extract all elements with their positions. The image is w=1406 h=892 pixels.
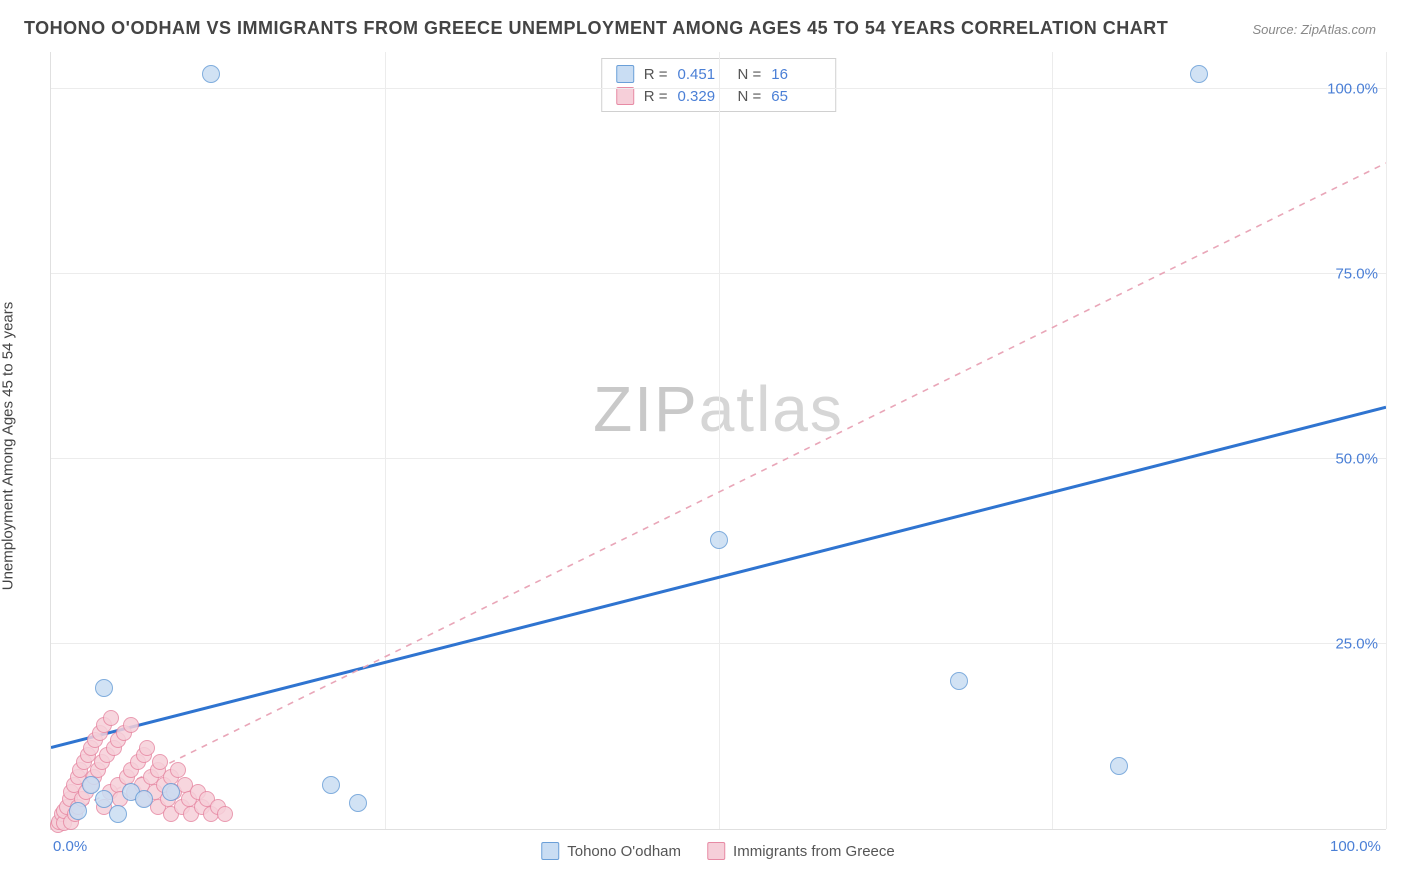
y-axis-label: Unemployment Among Ages 45 to 54 years [0,302,17,591]
scatter-point [170,762,186,778]
y-tick-label: 75.0% [1335,266,1378,283]
scatter-point [349,794,367,812]
scatter-point [710,531,728,549]
plot-area: ZIPatlas R = 0.451 N = 16 R = 0.329 N = 65 25.0… [50,52,1386,830]
series-legend: Tohono O'odham Immigrants from Greece [541,842,895,860]
scatter-point [217,806,233,822]
series-legend-item: Tohono O'odham [541,842,681,860]
r-label: R = [644,66,668,83]
scatter-point [82,776,100,794]
chart-title: TOHONO O'ODHAM VS IMMIGRANTS FROM GREECE… [24,18,1168,39]
scatter-point [202,65,220,83]
y-tick-label: 100.0% [1327,81,1378,98]
x-tick-label: 100.0% [1330,838,1381,855]
legend-swatch [541,842,559,860]
scatter-point [1190,65,1208,83]
gridline-vertical [1386,52,1387,829]
gridline-vertical [1052,52,1053,829]
n-label: N = [738,88,762,105]
y-tick-label: 25.0% [1335,636,1378,653]
legend-swatch [616,87,634,105]
n-value: 65 [771,88,821,105]
scatter-point [152,754,168,770]
source-attribution: Source: ZipAtlas.com [1252,22,1376,37]
series-legend-item: Immigrants from Greece [707,842,895,860]
scatter-point [322,776,340,794]
series-name: Immigrants from Greece [733,843,895,860]
scatter-point [95,679,113,697]
r-value: 0.451 [678,66,728,83]
scatter-point [1110,757,1128,775]
scatter-point [139,740,155,756]
scatter-point [103,710,119,726]
y-tick-label: 50.0% [1335,451,1378,468]
r-label: R = [644,88,668,105]
scatter-point [95,790,113,808]
gridline-vertical [385,52,386,829]
scatter-point [162,783,180,801]
watermark-text-b: atlas [699,373,844,445]
scatter-point [135,790,153,808]
scatter-point [950,672,968,690]
watermark-text-a: ZIP [593,373,699,445]
scatter-point [109,805,127,823]
legend-swatch [707,842,725,860]
scatter-point [123,717,139,733]
x-tick-label: 0.0% [53,838,87,855]
scatter-point [69,802,87,820]
n-label: N = [738,66,762,83]
r-value: 0.329 [678,88,728,105]
chart-area: ZIPatlas R = 0.451 N = 16 R = 0.329 N = 65 25.0… [50,52,1386,860]
legend-swatch [616,65,634,83]
gridline-vertical [719,52,720,829]
series-name: Tohono O'odham [567,843,681,860]
n-value: 16 [771,66,821,83]
